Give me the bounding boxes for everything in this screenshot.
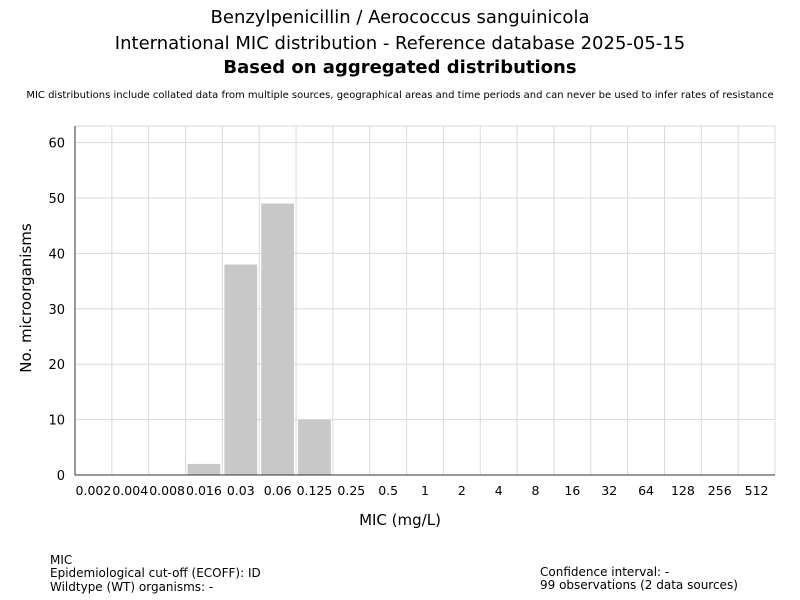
y-tick-label: 10 — [48, 414, 65, 429]
y-tick-labels: 0 10 20 30 40 50 60 — [48, 137, 65, 484]
plot-frame — [74, 125, 776, 476]
x-tick-label: 16 — [564, 483, 580, 498]
x-tick-label: 1 — [421, 483, 429, 498]
x-tick-label: 4 — [495, 483, 503, 498]
x-tick-label: 0.004 — [112, 483, 148, 498]
y-tick-label: 60 — [48, 137, 65, 152]
x-tick-label: 0.125 — [297, 483, 333, 498]
bar-0.016 — [187, 463, 221, 475]
footer-confidence: Confidence interval: - — [540, 565, 670, 579]
x-tick-label: 32 — [601, 483, 617, 498]
y-tick-label: 20 — [48, 358, 65, 373]
grid-lines — [74, 125, 776, 476]
footer-wildtype: Wildtype (WT) organisms: - — [50, 580, 214, 594]
x-tick-label: 0.03 — [227, 483, 255, 498]
x-tick-label: 0.002 — [76, 483, 112, 498]
x-tick-label: 0.016 — [186, 483, 222, 498]
y-tick-label: 30 — [48, 303, 65, 318]
x-tick-label: 128 — [671, 483, 695, 498]
x-axis-label: MIC (mg/L) — [359, 511, 441, 529]
x-tick-label: 256 — [708, 483, 732, 498]
footer-ecoff: Epidemiological cut-off (ECOFF): ID — [50, 566, 261, 580]
y-tick-label: 40 — [48, 247, 65, 262]
x-tick-label: 64 — [638, 483, 654, 498]
footer-mic-label: MIC — [50, 553, 73, 567]
x-tick-label: 512 — [745, 483, 769, 498]
x-tick-label: 0.06 — [264, 483, 292, 498]
y-tick-label: 0 — [57, 469, 65, 484]
bar-0.125 — [298, 419, 331, 475]
x-tick-label: 0.5 — [378, 483, 398, 498]
y-tick-label: 50 — [48, 192, 65, 207]
x-tick-labels: 0.002 0.004 0.008 0.016 0.03 0.06 0.125 0.25 0.5… — [76, 483, 769, 498]
x-tick-label: 0.25 — [337, 483, 365, 498]
x-tick-label: 2 — [458, 483, 466, 498]
x-tick-label: 0.008 — [149, 483, 185, 498]
disclaimer-note: MIC distributions include collated data … — [26, 90, 774, 101]
bar-0.06 — [261, 203, 295, 476]
y-axis-label: No. microorganisms — [17, 223, 35, 373]
x-tick-label: 8 — [532, 483, 540, 498]
chart-subtitle-bold: Based on aggregated distributions — [223, 57, 577, 78]
chart-title: Benzylpenicillin / Aerococcus sanguinico… — [210, 7, 590, 28]
bar-0.03 — [224, 264, 258, 475]
chart-subtitle: International MIC distribution - Referen… — [114, 33, 686, 54]
footer-observations: 99 observations (2 data sources) — [540, 578, 738, 592]
axes-group — [74, 126, 775, 476]
bars-group — [187, 203, 331, 476]
